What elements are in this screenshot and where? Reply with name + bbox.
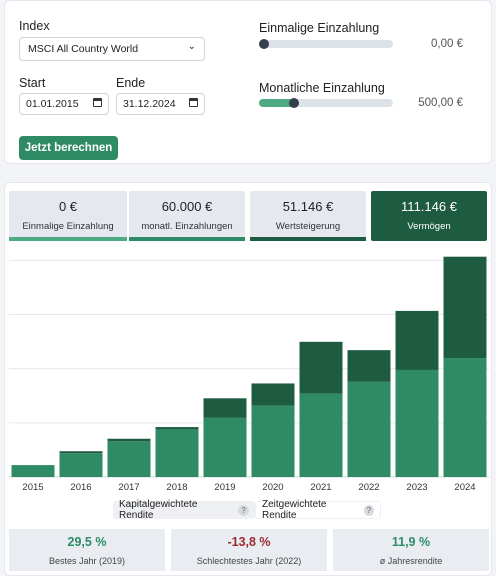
- wealth-bar-chart: 2015 2016 2017 2018 2019 2020 2021 2022 2023 2024: [9, 256, 489, 493]
- start-date-value: 01.01.2015: [26, 98, 79, 110]
- kpi-value: 29,5 %: [67, 535, 107, 549]
- x-tick-label: 2021: [310, 482, 331, 493]
- x-tick-label: 2015: [22, 482, 43, 493]
- settings-card: Index MSCI All Country World ⌄ Start 01.…: [4, 0, 492, 164]
- bar-deposits-2021: [299, 393, 343, 477]
- slider-handle[interactable]: [259, 39, 269, 49]
- help-icon[interactable]: ?: [238, 504, 249, 516]
- stat-total-wealth: 111.146 € Vermögen: [371, 191, 487, 241]
- x-tick-label: 2018: [166, 482, 187, 493]
- toggle-time-weighted[interactable]: Zeitgewichtete Rendite ?: [255, 499, 381, 521]
- bar-deposits-2023: [395, 369, 439, 477]
- bar-gain-2019: [203, 398, 247, 418]
- kpi-caption: Bestes Jahr (2019): [48, 556, 126, 566]
- stat-monthly-deposits: 60.000 € monatl. Einzahlungen: [129, 191, 245, 241]
- monthly-deposit-slider[interactable]: [259, 98, 393, 108]
- stat-caption: monatl. Einzahlungen: [141, 221, 233, 232]
- one-time-deposit-label: Einmalige Einzahlung: [259, 21, 380, 35]
- bar-gain-2018: [155, 427, 199, 430]
- kpi-worst-year: -13,8 % Schlechtestes Jahr (2022): [171, 529, 327, 571]
- bar-gain-2023: [395, 310, 439, 370]
- bar-deposits-2015: [11, 465, 55, 477]
- stat-value: 51.146 €: [282, 199, 334, 214]
- stat-color-bar: [9, 237, 127, 241]
- stat-value: 60.000 €: [161, 199, 213, 214]
- one-time-deposit-slider[interactable]: [259, 39, 393, 49]
- x-tick-label: 2019: [214, 482, 235, 493]
- chevron-down-icon: ⌄: [187, 41, 196, 52]
- calendar-icon[interactable]: [93, 98, 102, 107]
- slider-handle[interactable]: [288, 98, 299, 108]
- monthly-deposit-value: 500,00 €: [418, 97, 463, 109]
- bar-deposits-2017: [107, 441, 151, 477]
- slider-fill: [259, 99, 294, 107]
- kpi-average-return: 11,9 % ø Jahresrendite: [333, 529, 489, 571]
- toggle-label: Zeitgewichtete Rendite: [262, 499, 327, 521]
- x-tick-label: 2016: [70, 482, 91, 493]
- stat-caption: Einmalige Einzahlung: [22, 221, 114, 232]
- stat-color-bar: [250, 237, 366, 241]
- kpi-caption: ø Jahresrendite: [379, 556, 443, 566]
- stat-value: 111.146 €: [401, 199, 457, 214]
- end-label: Ende: [116, 76, 146, 90]
- bar-deposits-2020: [251, 405, 295, 477]
- stat-one-time-deposit: 0 € Einmalige Einzahlung: [9, 191, 127, 241]
- start-label: Start: [19, 76, 46, 90]
- x-tick-label: 2023: [406, 482, 427, 493]
- kpi-value: 11,9 %: [391, 535, 431, 549]
- bar-deposits-2019: [203, 417, 247, 477]
- bar-deposits-2018: [155, 429, 199, 477]
- bar-deposits-2016: [59, 453, 103, 477]
- one-time-deposit-value: 0,00 €: [431, 38, 463, 50]
- stat-value: 0 €: [58, 199, 78, 214]
- stat-caption: Vermögen: [407, 221, 451, 232]
- stat-value-gain: 51.146 € Wertsteigerung: [250, 191, 366, 241]
- bar-deposits-2022: [347, 381, 391, 477]
- results-card: 0 € Einmalige Einzahlung 60.000 € monatl…: [4, 182, 492, 576]
- bar-deposits-2024: [443, 358, 487, 477]
- index-label: Index: [19, 19, 50, 33]
- kpi-caption: Schlechtestes Jahr (2022): [196, 556, 302, 566]
- calculate-button[interactable]: Jetzt berechnen: [19, 136, 118, 160]
- kpi-best-year: 29,5 % Bestes Jahr (2019): [9, 529, 165, 571]
- bar-gain-2017: [107, 438, 151, 442]
- stat-color-bar: [129, 237, 245, 241]
- x-tick-label: 2022: [358, 482, 379, 493]
- stat-caption: Wertsteigerung: [275, 221, 341, 232]
- start-date-input[interactable]: 01.01.2015: [19, 93, 109, 115]
- bar-gain-2016: [59, 451, 103, 454]
- x-tick-label: 2020: [262, 482, 283, 493]
- end-date-input[interactable]: 31.12.2024: [116, 93, 205, 115]
- monthly-deposit-label: Monatliche Einzahlung: [259, 81, 385, 95]
- toggle-label: Kapitalgewichtete Rendite: [119, 499, 198, 521]
- index-select[interactable]: MSCI All Country World ⌄: [19, 37, 205, 61]
- bar-gain-2021: [299, 341, 343, 394]
- x-tick-label: 2017: [118, 482, 139, 493]
- bar-gain-2020: [251, 383, 295, 406]
- help-icon[interactable]: ?: [363, 504, 374, 516]
- calendar-icon[interactable]: [189, 98, 198, 107]
- toggle-capital-weighted[interactable]: Kapitalgewichtete Rendite ?: [113, 499, 255, 521]
- bar-gain-2022: [347, 350, 391, 382]
- end-date-value: 31.12.2024: [123, 98, 176, 110]
- bar-gain-2024: [443, 256, 487, 359]
- index-select-value: MSCI All Country World: [28, 43, 139, 55]
- x-tick-label: 2024: [454, 482, 475, 493]
- kpi-value: -13,8 %: [227, 535, 271, 549]
